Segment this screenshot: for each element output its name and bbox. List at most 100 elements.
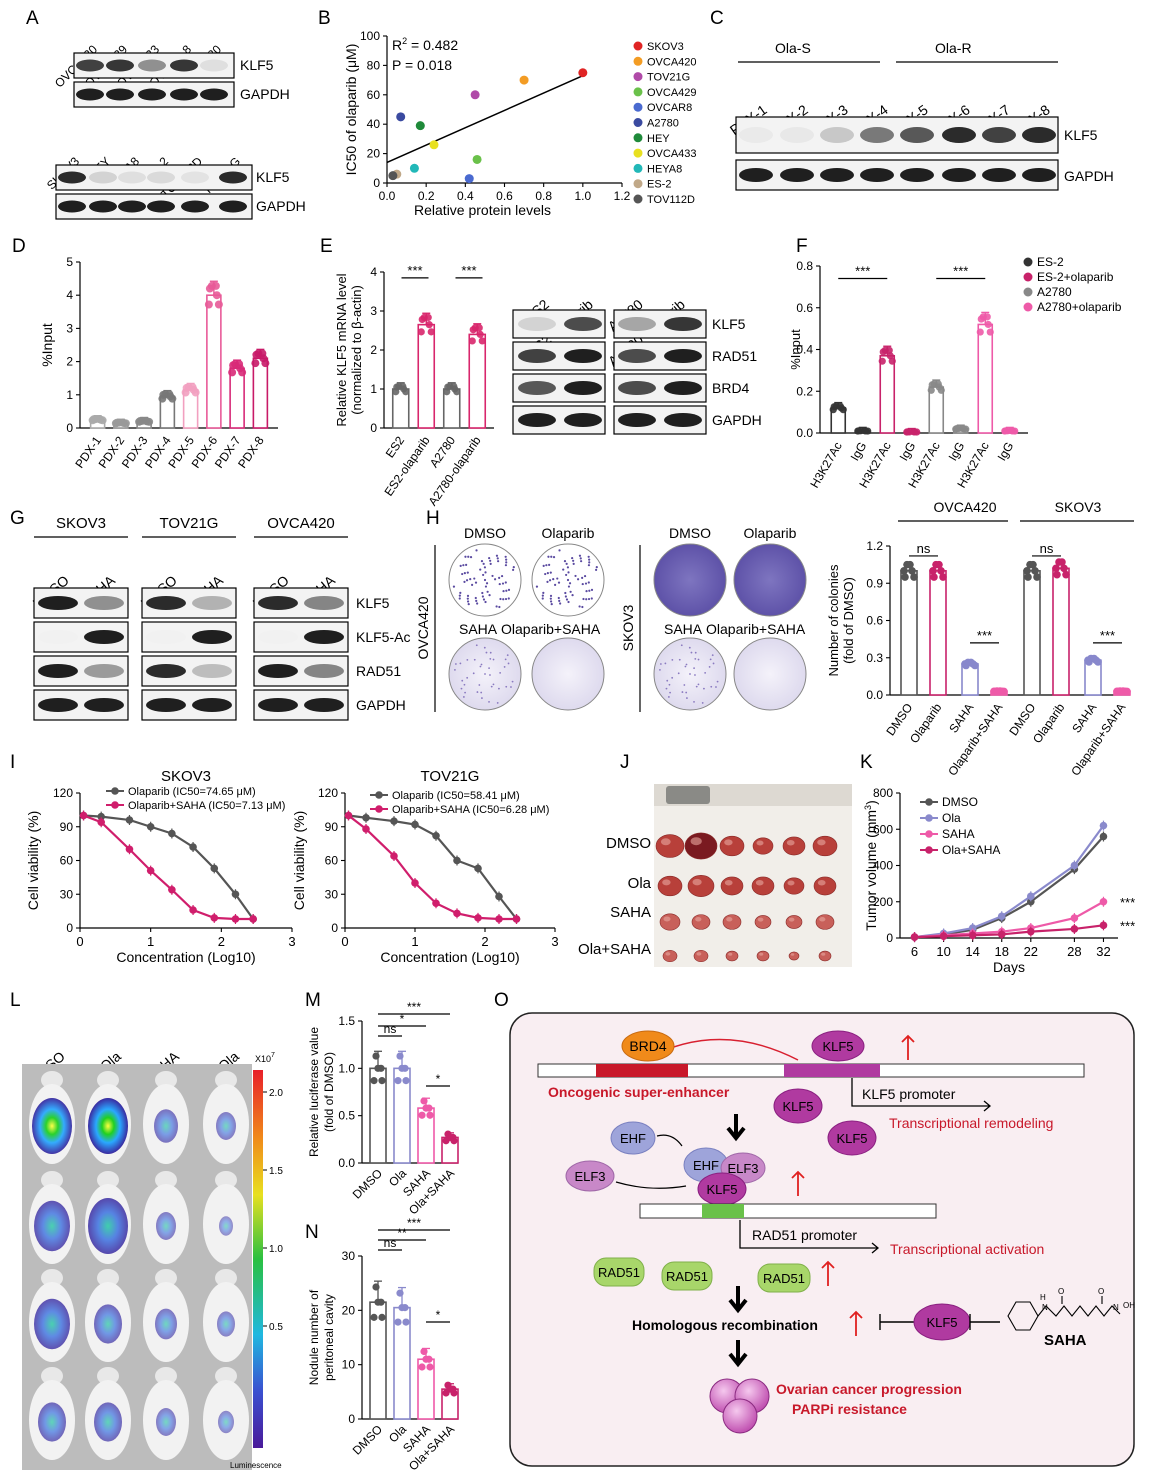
colony-dot <box>595 565 598 569</box>
chart-f-point <box>986 328 994 336</box>
colony-dot <box>499 597 502 601</box>
chart-d-point <box>238 368 247 377</box>
colony-dot <box>582 597 585 601</box>
chart-f-ytick-label: 0.2 <box>796 384 813 398</box>
tumor-specimen <box>788 951 800 961</box>
chart-e-point <box>399 382 407 390</box>
colony-dot <box>590 588 594 591</box>
tumor-specimen <box>720 876 744 896</box>
blot-g-band <box>38 596 78 610</box>
colony-dot <box>549 571 552 574</box>
chart-f-bar <box>928 386 945 434</box>
blot-e-band <box>664 381 702 395</box>
chart-m-ytick-label: 1.0 <box>338 1061 355 1075</box>
blot-a-top-klf5-label: KLF5 <box>240 57 274 73</box>
chart-k-ytick-label: 800 <box>873 786 893 800</box>
colony-dot <box>488 700 490 703</box>
colony-dot <box>685 691 688 694</box>
chart-d-point <box>252 350 261 359</box>
chart-i-tov21g-point <box>453 856 461 865</box>
chart-d-ytick-label: 4 <box>66 288 73 302</box>
chart-b-legend-label: HEYA8 <box>647 163 682 175</box>
chart-k-legend-label: SAHA <box>942 827 975 841</box>
chart-d-point <box>142 416 151 425</box>
chart-h-point <box>930 573 938 581</box>
chart-i-skov3-point <box>168 829 176 838</box>
ehf-label: EHF <box>620 1131 646 1146</box>
chart-k-legend-marker <box>925 830 933 838</box>
luminescence-scale-tick-label: 1.5 <box>269 1166 283 1177</box>
chart-b-point-tov21g <box>470 90 480 100</box>
chart-i-skov3-ytick-label: 30 <box>60 887 74 901</box>
bioluminescence-signal <box>156 1408 176 1436</box>
colony-dot <box>572 562 575 565</box>
chart-i-tov21g-point <box>411 879 419 887</box>
chart-m-point <box>396 1052 404 1060</box>
tumor-specimen <box>722 914 742 930</box>
colony-dot <box>550 555 553 558</box>
chart-h-point <box>1084 656 1092 665</box>
chart-i-skov3-point <box>125 816 134 824</box>
blot-a-bottom-band <box>58 171 86 184</box>
colony-dot <box>541 597 544 600</box>
colony-plate <box>733 543 807 617</box>
chart-f-point <box>984 320 992 329</box>
chart-k-legend-marker <box>925 814 933 822</box>
blot-g-bands: KLF5 KLF5-Ac RAD51 GAPDH <box>33 587 410 721</box>
chart-n-point <box>374 1298 382 1306</box>
colony-dot <box>473 658 476 661</box>
chart-f-point <box>855 427 863 435</box>
blot-a-bottom-band <box>219 171 247 184</box>
chart-m-ytick-label: 0.0 <box>338 1156 355 1170</box>
colony-dot <box>571 556 574 560</box>
blot-e-label-brd4: BRD4 <box>712 380 750 396</box>
chart-k-xlabel: Days <box>993 959 1025 975</box>
chart-h-point <box>1062 570 1070 579</box>
chart-h-xtick-label: Olaparib+SAHA <box>1068 701 1128 779</box>
chart-n-ytick-label: 0 <box>348 1412 355 1426</box>
colony-dot <box>668 683 671 686</box>
colony-dot <box>466 676 469 679</box>
panel-letter-m: M <box>305 990 321 1011</box>
chart-h-point <box>967 658 975 667</box>
colony-dot <box>567 585 571 588</box>
blot-a-top-band <box>138 59 166 72</box>
colony-dot <box>688 646 691 649</box>
chart-b-legend-marker <box>633 102 643 112</box>
colony-dot <box>697 683 700 686</box>
chart-f-point <box>937 386 945 394</box>
colony-dot <box>507 588 511 591</box>
chart-i-tov21g-point <box>390 852 398 860</box>
chart-i-skov3-point <box>231 915 240 923</box>
chart-h-point <box>1023 567 1031 575</box>
chart-i-tov21g-ytick-label: 0 <box>331 921 338 935</box>
chart-m-point <box>378 1077 386 1085</box>
colony-dot <box>488 667 490 670</box>
chart-i-skov3-xlabel: Concentration (Log10) <box>116 949 255 965</box>
chart-i-skov3-xtick-label: 0 <box>76 934 83 949</box>
chart-i-skov3-ytick-label: 120 <box>53 786 73 800</box>
chart-f-point <box>983 313 991 321</box>
chart-n-point <box>446 1385 454 1393</box>
blot-g-band <box>146 630 186 644</box>
chart-e-ytick-label: 2 <box>370 343 377 357</box>
colony-dot <box>711 654 714 657</box>
plate-label-olaparib: Olaparib <box>542 525 595 541</box>
chart-n-nodules: 0 10 20 30 Nodule number of peritoneal cavity… <box>307 1216 459 1471</box>
chart-d-ytick-label: 3 <box>66 321 73 335</box>
chart-e-ylabel: Relative KLF5 mRNA level <box>334 273 349 426</box>
chart-i-tov21g-point <box>474 914 482 922</box>
colony-dot <box>504 581 507 584</box>
chart-d-point <box>261 359 270 368</box>
bioluminescence-signal <box>32 1098 72 1154</box>
colony-dot <box>463 683 466 686</box>
colony-dot <box>552 578 555 581</box>
chart-d-point <box>229 361 238 370</box>
colony-dot <box>510 686 512 688</box>
chart-n-point <box>398 1304 406 1312</box>
chart-f-bar <box>977 323 994 434</box>
plate-cell-line-ovca420: OVCA420 <box>415 596 431 659</box>
colony-dot <box>481 591 484 595</box>
chart-i-tov21g-point <box>512 915 521 923</box>
chart-f-point <box>976 328 984 336</box>
